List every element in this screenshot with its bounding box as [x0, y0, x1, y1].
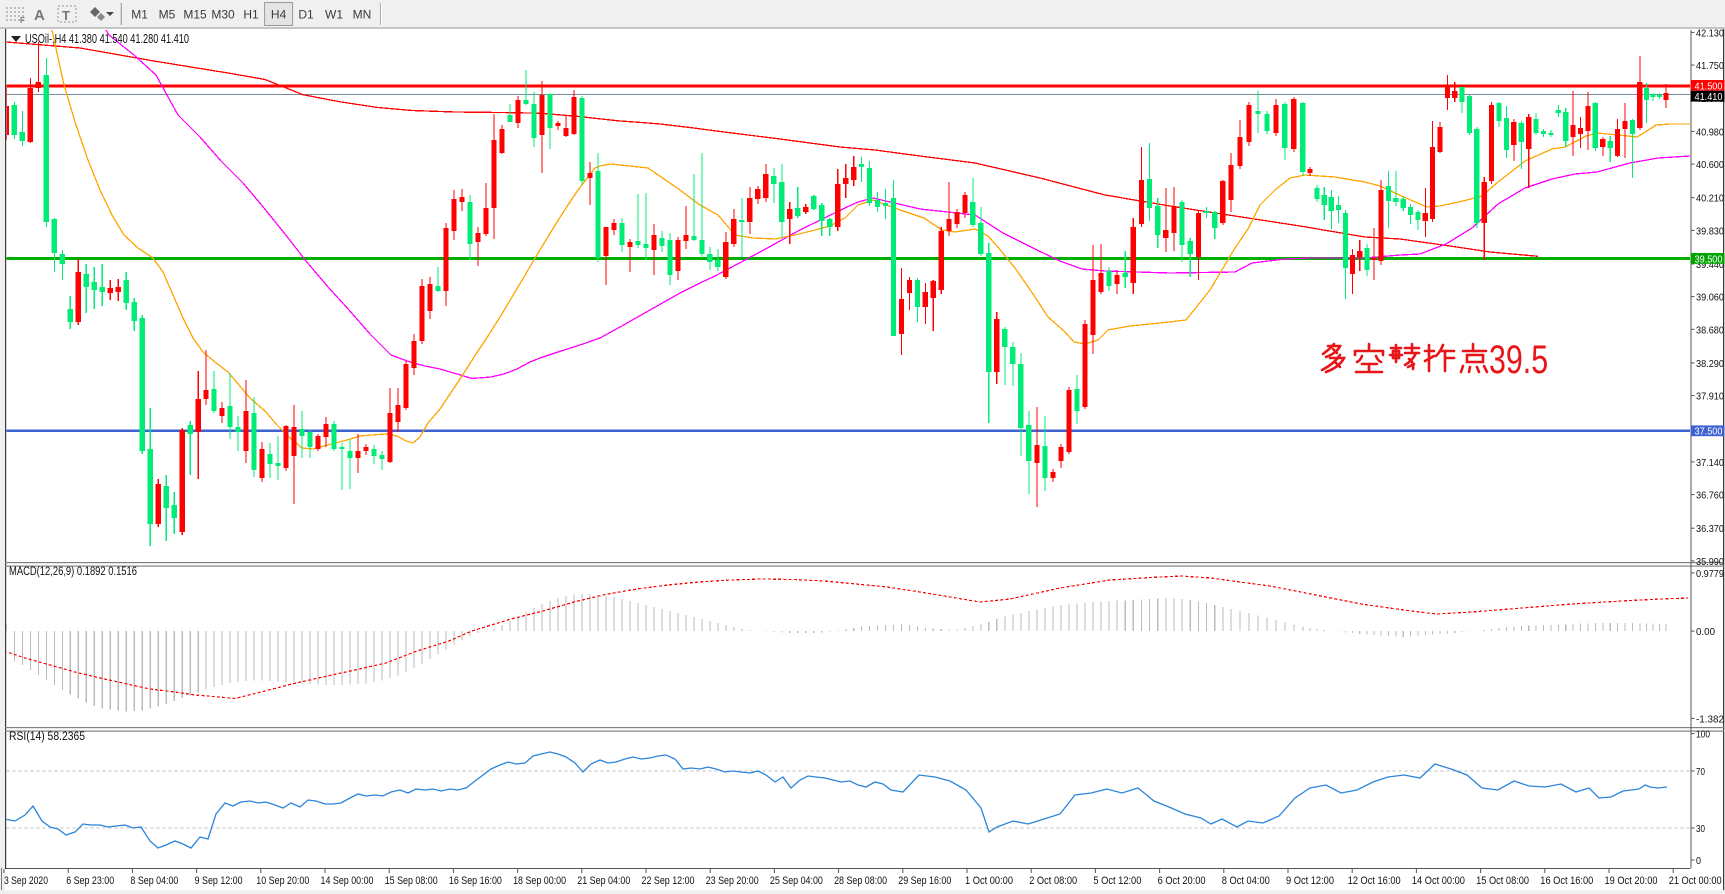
svg-text:6 Oct 20:00: 6 Oct 20:00 [1158, 875, 1206, 887]
svg-text:15 Sep 08:00: 15 Sep 08:00 [385, 875, 438, 887]
svg-text:41.500: 41.500 [1695, 80, 1723, 92]
svg-text:H4: H4 [271, 8, 287, 22]
svg-text:38.680: 38.680 [1696, 324, 1724, 336]
svg-text:16 Sep 16:00: 16 Sep 16:00 [449, 875, 502, 887]
svg-text:12 Oct 16:00: 12 Oct 16:00 [1348, 875, 1401, 887]
svg-text:42.130: 42.130 [1696, 27, 1724, 39]
svg-text:39.060: 39.060 [1696, 292, 1724, 304]
svg-text:6 Sep 23:00: 6 Sep 23:00 [66, 875, 114, 887]
svg-text:70: 70 [1696, 766, 1705, 778]
svg-text:3 Sep 2020: 3 Sep 2020 [4, 875, 48, 887]
svg-text:RSI(14) 58.2365: RSI(14) 58.2365 [9, 731, 85, 743]
svg-text:T: T [62, 8, 70, 23]
svg-text:-1.382: -1.382 [1696, 713, 1724, 725]
svg-text:M15: M15 [183, 8, 207, 22]
svg-text:14 Sep 00:00: 14 Sep 00:00 [321, 875, 374, 887]
svg-text:H1: H1 [243, 8, 259, 22]
svg-text:MN: MN [353, 8, 372, 22]
svg-text:15 Oct 08:00: 15 Oct 08:00 [1476, 875, 1529, 887]
svg-text:28 Sep 08:00: 28 Sep 08:00 [834, 875, 887, 887]
svg-text:39.5: 39.5 [1489, 337, 1548, 382]
svg-text:29 Sep 16:00: 29 Sep 16:00 [898, 875, 951, 887]
svg-text:16 Oct 16:00: 16 Oct 16:00 [1540, 875, 1593, 887]
svg-text:18 Sep 00:00: 18 Sep 00:00 [513, 875, 566, 887]
svg-text:41.750: 41.750 [1696, 60, 1724, 72]
svg-text:MACD(12,26,9) 0.1892 0.1516: MACD(12,26,9) 0.1892 0.1516 [9, 566, 137, 578]
svg-text:10 Sep 20:00: 10 Sep 20:00 [256, 875, 309, 887]
svg-text:37.500: 37.500 [1695, 426, 1723, 438]
svg-text:0.00: 0.00 [1696, 626, 1715, 638]
svg-text:8 Oct 04:00: 8 Oct 04:00 [1222, 875, 1270, 887]
svg-text:M1: M1 [131, 8, 148, 22]
svg-text:41.410: 41.410 [1695, 91, 1723, 103]
svg-text:21 Sep 04:00: 21 Sep 04:00 [577, 875, 630, 887]
svg-text:39.500: 39.500 [1695, 253, 1723, 265]
svg-text:5 Oct 12:00: 5 Oct 12:00 [1093, 875, 1141, 887]
svg-text:0: 0 [1696, 855, 1701, 867]
svg-text:40.210: 40.210 [1696, 193, 1724, 205]
svg-text:1 Oct 00:00: 1 Oct 00:00 [965, 875, 1013, 887]
svg-text:38.290: 38.290 [1696, 358, 1724, 370]
svg-text:36.370: 36.370 [1696, 523, 1724, 535]
svg-text:8 Sep 04:00: 8 Sep 04:00 [130, 875, 178, 887]
svg-text:25 Sep 04:00: 25 Sep 04:00 [770, 875, 823, 887]
svg-text:F: F [20, 16, 25, 25]
svg-text:D1: D1 [298, 8, 314, 22]
svg-text:A: A [34, 7, 45, 24]
svg-text:0.9779: 0.9779 [1696, 568, 1724, 580]
svg-text:40.600: 40.600 [1696, 159, 1724, 171]
svg-text:14 Oct 00:00: 14 Oct 00:00 [1412, 875, 1465, 887]
svg-text:9 Oct 12:00: 9 Oct 12:00 [1286, 875, 1334, 887]
svg-text:35.990: 35.990 [1696, 556, 1724, 568]
svg-text:M5: M5 [159, 8, 176, 22]
svg-text:37.140: 37.140 [1696, 457, 1724, 469]
svg-text:2 Oct 08:00: 2 Oct 08:00 [1029, 875, 1077, 887]
svg-text:36.760: 36.760 [1696, 490, 1724, 502]
svg-text:39.830: 39.830 [1696, 225, 1724, 237]
svg-text:USOil-,H4 41.380 41.540 41.28: USOil-,H4 41.380 41.540 41.280 41.410 [25, 32, 189, 46]
svg-text:W1: W1 [325, 8, 343, 22]
svg-text:22 Sep 12:00: 22 Sep 12:00 [642, 875, 695, 887]
svg-text:23 Sep 20:00: 23 Sep 20:00 [706, 875, 759, 887]
svg-text:21 Oct 00:00: 21 Oct 00:00 [1669, 875, 1722, 887]
svg-text:30: 30 [1696, 823, 1705, 835]
svg-text:M30: M30 [211, 8, 235, 22]
svg-text:9 Sep 12:00: 9 Sep 12:00 [195, 875, 243, 887]
svg-text:19 Oct 20:00: 19 Oct 20:00 [1605, 875, 1658, 887]
svg-text:40.980: 40.980 [1696, 126, 1724, 138]
svg-text:37.910: 37.910 [1696, 391, 1724, 403]
svg-text:100: 100 [1696, 729, 1710, 741]
